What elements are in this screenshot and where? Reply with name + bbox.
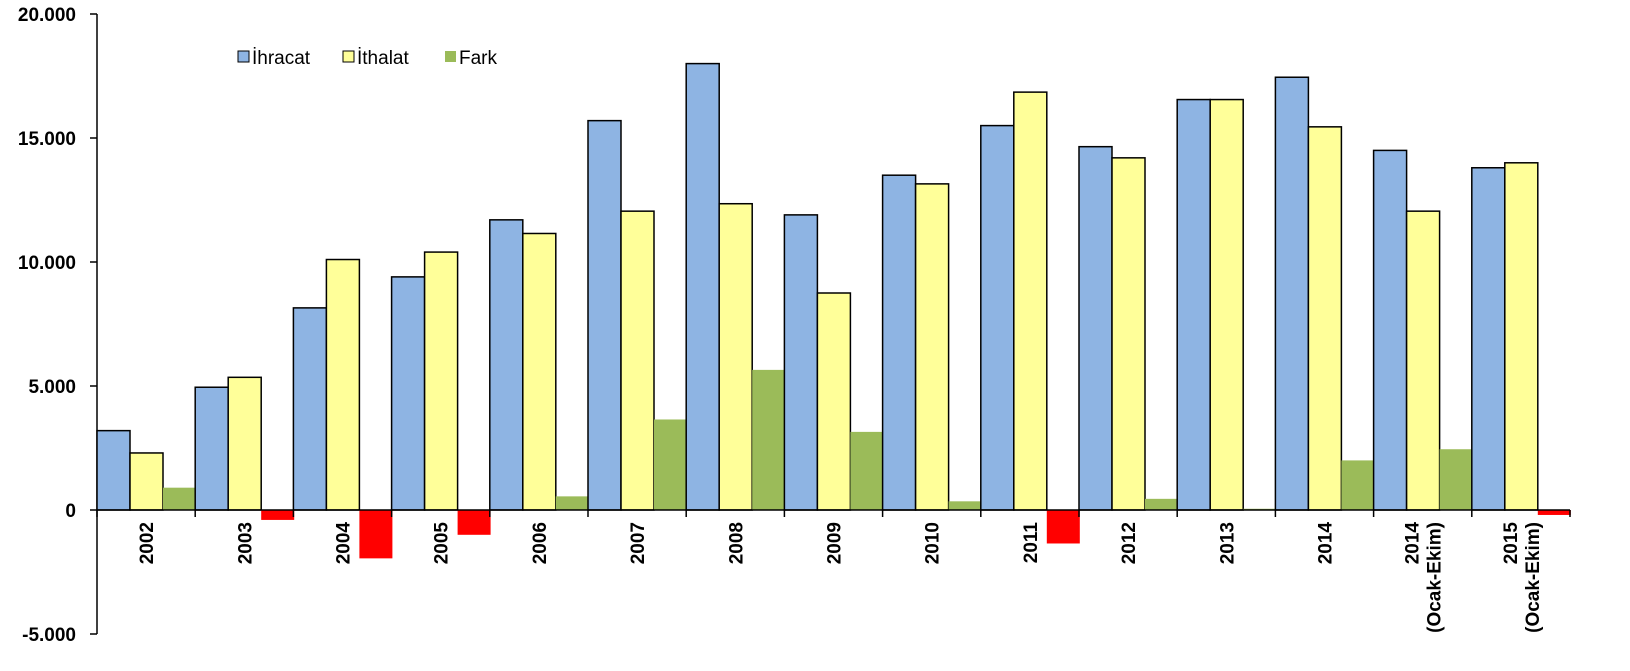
bar (261, 510, 295, 520)
bar (980, 124, 1015, 511)
bar (752, 369, 786, 510)
x-category-label: 2007 (628, 522, 649, 564)
y-tick-label: -5.000 (22, 625, 76, 646)
x-category-label: 2014 (1403, 522, 1424, 565)
x-category-label: 2010 (923, 522, 944, 564)
legend-swatch (445, 51, 456, 62)
bar (1013, 91, 1048, 511)
legend-swatch (237, 50, 250, 63)
bar (359, 510, 393, 559)
bar (1274, 76, 1310, 511)
bar (654, 419, 687, 510)
bar (227, 376, 262, 511)
bars (96, 62, 1571, 559)
bar (423, 251, 459, 511)
bar (948, 501, 982, 510)
bar (587, 119, 622, 511)
bar (555, 496, 589, 510)
bar (816, 292, 852, 511)
bar (96, 429, 131, 511)
bar (1504, 162, 1539, 511)
bar (194, 386, 229, 511)
bar (1176, 98, 1211, 511)
x-category-label: 2003 (235, 522, 256, 564)
x-axis: 2002 2003 2004 2005 2006 2007 2008 2009 2010 2011… (96, 509, 1571, 633)
x-category-label: 2002 (137, 522, 158, 564)
bar (718, 202, 753, 511)
x-category-label: (Ocak-Ekim) (1523, 522, 1544, 633)
bar (1209, 98, 1244, 511)
bar (325, 258, 361, 511)
legend: İhracat İthalat Fark (237, 48, 498, 69)
x-category-label: 2013 (1217, 522, 1238, 564)
bar (1307, 126, 1343, 511)
bar (489, 219, 524, 511)
bar (1537, 510, 1571, 515)
bar (620, 210, 655, 511)
bar (881, 174, 917, 511)
bar (1078, 145, 1113, 511)
x-category-label: 2004 (334, 522, 355, 565)
x-category-label: 2008 (726, 522, 747, 564)
bar (1145, 498, 1178, 510)
legend-swatch (342, 50, 355, 63)
bar (457, 510, 491, 535)
y-tick-label: 20.000 (18, 5, 76, 26)
bar (129, 452, 164, 511)
bar (1111, 157, 1146, 511)
bar (1046, 510, 1080, 544)
x-category-label: 2009 (825, 522, 846, 564)
bar (1471, 167, 1506, 511)
bar (914, 183, 950, 511)
y-tick-label: 15.000 (18, 129, 76, 150)
bar (1439, 449, 1473, 510)
x-category-label: 2005 (432, 522, 453, 565)
bar (390, 276, 426, 511)
x-category-label: 2014 (1316, 522, 1337, 565)
bar (522, 232, 557, 511)
legend-label: Fark (459, 48, 498, 69)
x-category-label: 2012 (1119, 522, 1140, 564)
y-tick-label: 5.000 (28, 377, 76, 398)
bar (1372, 149, 1408, 511)
x-category-label: 2011 (1021, 522, 1042, 564)
y-tick-label: 0 (65, 501, 76, 522)
bar (783, 214, 819, 511)
bar (1341, 460, 1375, 510)
bar (163, 487, 196, 510)
y-axis: -5.000 0 5.000 10.000 15.000 20.000 (18, 5, 98, 646)
legend-label: İthalat (357, 48, 409, 69)
x-category-label: 2006 (530, 522, 551, 564)
x-category-label: 2015 (1501, 522, 1522, 565)
y-tick-label: 10.000 (18, 253, 76, 274)
bar (292, 307, 328, 511)
bar (685, 62, 720, 511)
x-category-label: (Ocak-Ekim) (1425, 522, 1446, 633)
legend-label: İhracat (252, 48, 311, 69)
bar (850, 431, 884, 510)
bar (1405, 210, 1441, 511)
